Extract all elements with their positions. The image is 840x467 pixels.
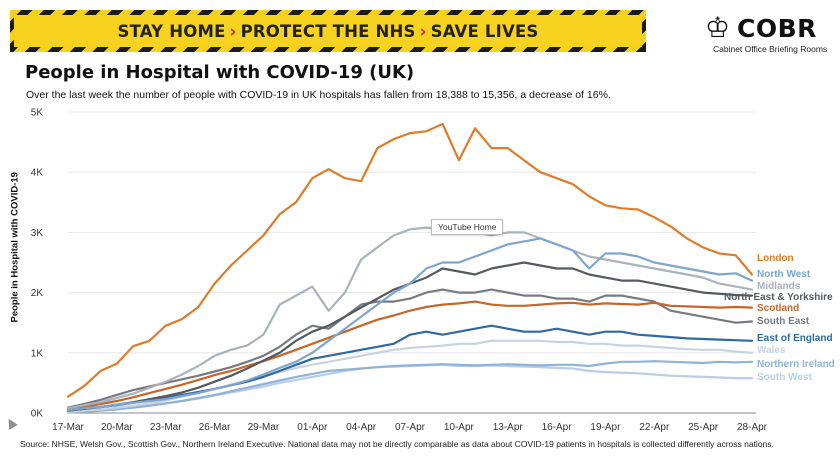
x-tick-label: 17-Mar (52, 422, 84, 433)
x-tick-label: 22-Apr (639, 422, 670, 433)
x-tick-label: 16-Apr (542, 422, 573, 433)
series-end-label: North East & Yorkshire (724, 292, 833, 303)
series-end-label: East of England (757, 333, 833, 344)
series-line-north-west (66, 237, 754, 412)
x-tick-label: 07-Apr (395, 422, 426, 433)
series-line-scotland (66, 300, 754, 411)
x-tick-label: 23-Mar (150, 422, 182, 433)
series-end-label: Scotland (757, 303, 799, 314)
x-tick-label: 28-Apr (737, 422, 768, 433)
y-tick-label: 2K (31, 288, 44, 299)
series-end-label: Northern Ireland (757, 359, 835, 370)
chart-subtitle: Over the last week the number of people … (26, 89, 611, 101)
series-line-northern-ireland (66, 360, 754, 414)
series-end-label: Midlands (757, 281, 801, 292)
series-line-east-of-england (66, 324, 754, 412)
chevron-right-icon: › (419, 21, 427, 41)
x-tick-label: 13-Apr (493, 422, 524, 433)
series-end-label: Wales (757, 345, 786, 356)
y-tick-label: 1K (31, 348, 44, 359)
y-tick-label: 5K (31, 108, 44, 119)
royal-crest-icon: ♔ (705, 11, 731, 44)
banner-part-protect-nhs: PROTECT THE NHS (240, 21, 416, 41)
series-end-label: South West (757, 372, 812, 383)
hospital-line-chart: 0K 1K 2K 3K 4K 5K 17-Mar 20-Mar 23-Mar 26-Mar 29-M… (31, 108, 835, 434)
x-tick-label: 19-Apr (590, 422, 621, 433)
banner-text: STAY HOME › PROTECT THE NHS › SAVE LIVES (117, 22, 538, 41)
y-tick-label: 0K (31, 409, 44, 420)
series-end-label: London (757, 253, 794, 264)
x-tick-label: 29-Mar (248, 422, 280, 433)
logo-word: COBR (737, 14, 817, 43)
x-tick-label: 20-Mar (101, 422, 133, 433)
x-tick-label: 25-Apr (688, 422, 719, 433)
series-line-south-east (66, 288, 754, 409)
y-tick-label: 4K (31, 168, 44, 179)
banner-part-stay-home: STAY HOME (117, 21, 226, 41)
x-tick-label: 10-Apr (444, 422, 475, 433)
series-end-label: North West (757, 269, 811, 280)
stay-home-banner: STAY HOME › PROTECT THE NHS › SAVE LIVES (10, 10, 646, 52)
chart-title: People in Hospital with COVID-19 (UK) (25, 62, 415, 83)
source-note: Source: NHSE, Welsh Gov., Scottish Gov.,… (20, 439, 774, 449)
chevron-right-icon: › (229, 21, 237, 41)
series-line-london (66, 122, 754, 398)
series-line-midlands (66, 226, 754, 410)
banner-part-save-lives: SAVE LIVES (430, 21, 539, 41)
y-tick-label: 3K (31, 228, 44, 239)
x-tick-label: 01-Apr (297, 422, 328, 433)
logo-subtitle: Cabinet Office Briefing Rooms (713, 44, 828, 54)
x-tick-label: 26-Mar (199, 422, 231, 433)
series-end-label: South East (757, 316, 810, 327)
cobr-logo: ♔ COBR Cabinet Office Briefing Rooms (703, 12, 833, 56)
youtube-home-tooltip: YouTube Home (431, 219, 504, 235)
x-tick-label: 04-Apr (346, 422, 377, 433)
banner-inner: STAY HOME › PROTECT THE NHS › SAVE LIVES (14, 15, 642, 47)
series-line-wales (66, 339, 754, 413)
